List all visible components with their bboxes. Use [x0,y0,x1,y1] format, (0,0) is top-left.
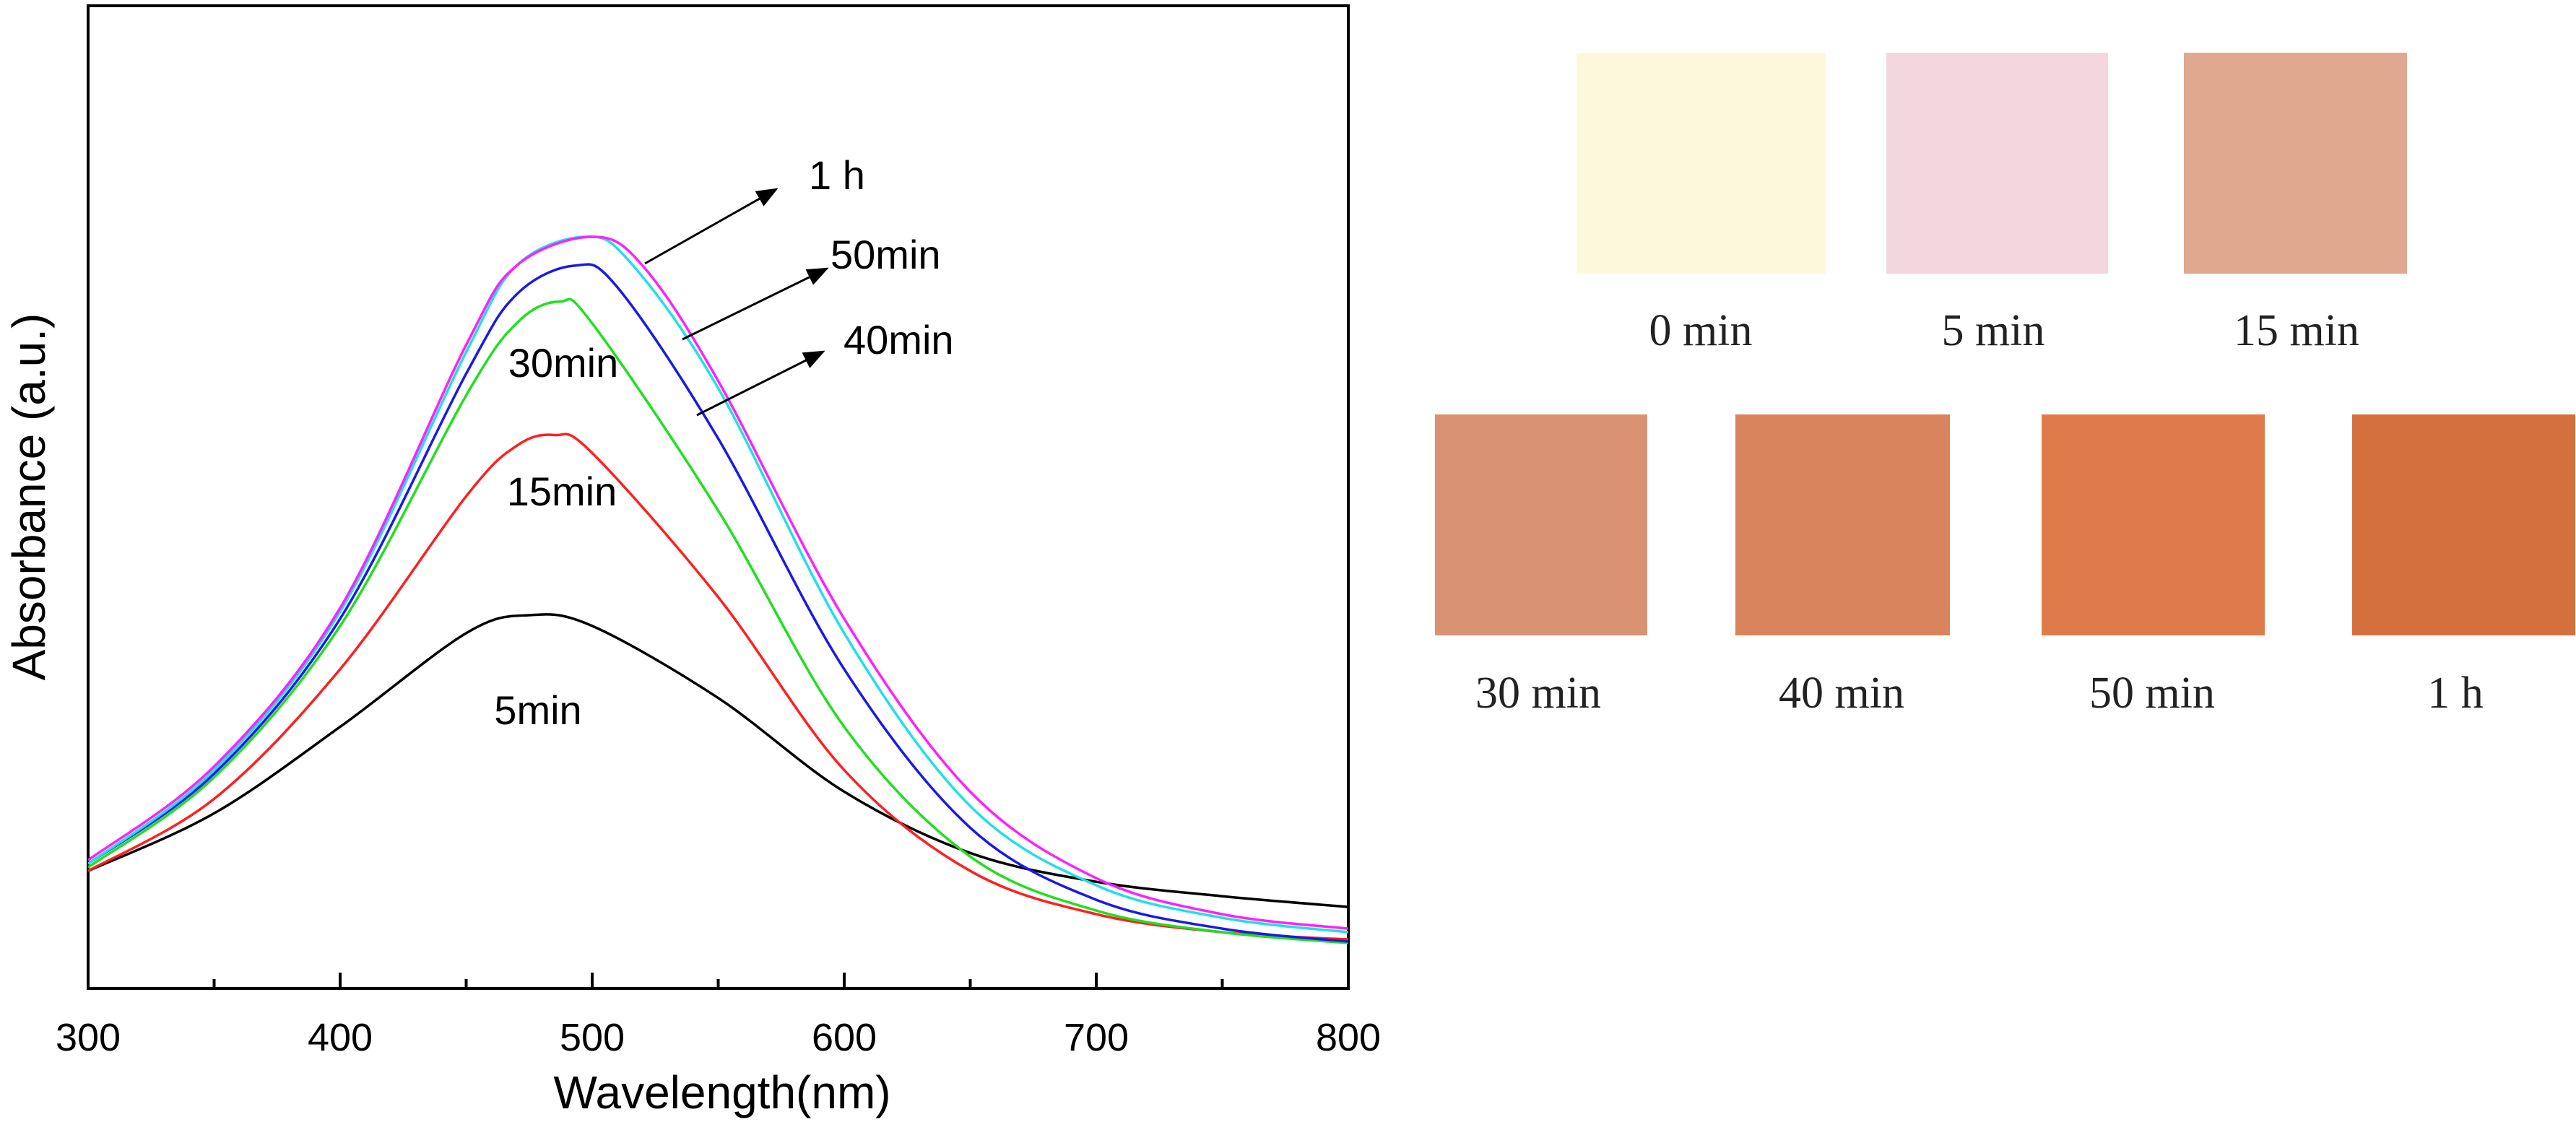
x-tick-label: 500 [560,1016,625,1059]
color-swatch [1435,414,1647,635]
swatch-label: 1 h [2427,669,2484,718]
absorbance-chart: 300 400 500 600 700 800 1 h 50min 40min 30min 15m… [3,4,1381,1118]
curve-label: 5min [494,687,581,733]
color-swatch [1735,414,1950,635]
color-swatch [2184,53,2407,274]
series-line-40min [88,263,1348,943]
color-swatch [1886,53,2108,274]
x-tick-label: 400 [308,1016,373,1059]
series-line-15min [88,433,1348,941]
x-axis-label: Wavelength(nm) [553,1066,890,1118]
series-line-50min [88,235,1348,934]
x-tick-label: 800 [1316,1016,1381,1059]
series-line-30min [88,297,1348,944]
curve-label: 1 h [809,152,865,198]
color-swatch-panel: 0 min 5 min 15 min 30 min 40 min 50 min 1 h [1435,53,2575,718]
x-tick-label: 700 [1064,1016,1129,1059]
x-tick-label: 300 [56,1016,121,1059]
curve-label: 50min [831,232,941,277]
curve-label: 40min [844,317,954,362]
annotation-arrow [682,267,829,341]
color-swatch [2042,414,2265,635]
curve-label: 15min [507,469,617,514]
series-line-5min [88,613,1348,908]
x-axis-tick-labels: 300 400 500 600 700 800 [56,1016,1381,1059]
series-line-1h [88,235,1348,930]
annotation-arrow [644,188,779,265]
curve-label: 30min [508,340,619,386]
plot-frame [87,4,1350,990]
x-axis-ticks [87,973,1350,988]
swatch-label: 15 min [2234,306,2359,355]
swatch-label: 0 min [1649,306,1753,355]
swatch-label: 50 min [2089,669,2215,718]
x-tick-label: 600 [812,1016,877,1059]
annotation-layer: 1 h 50min 40min 30min 15min 5min [494,152,953,733]
swatch-label: 40 min [1779,669,1904,718]
annotation-arrow [696,350,825,417]
color-swatch [1577,53,1826,274]
color-swatch [2352,414,2575,635]
series-layer [88,235,1348,944]
y-axis-label: Absorbance (a.u.) [3,313,55,681]
swatch-label: 30 min [1475,669,1601,718]
swatch-label: 5 min [1942,306,2045,355]
